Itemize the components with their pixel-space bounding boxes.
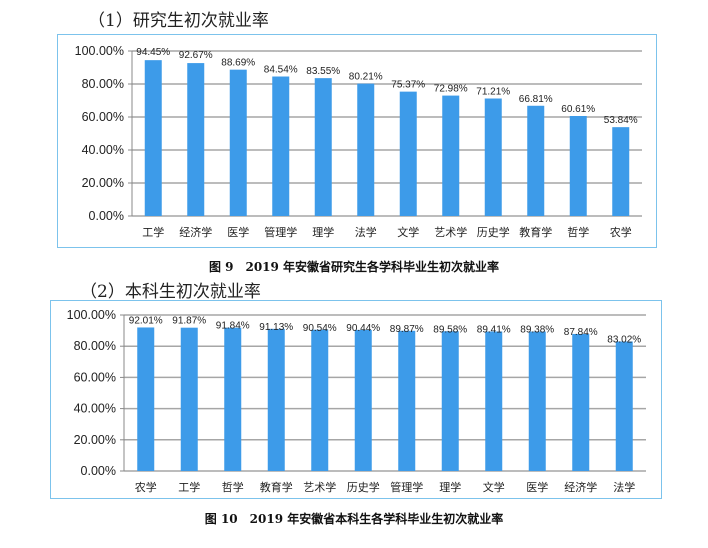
y-tick-label: 80.00% [82,77,124,91]
bar [485,331,503,471]
bar [527,105,545,216]
x-tick-label: 经济学 [179,225,212,239]
chart-graduate: 0.00% 20.00% 40.00% 60.00% 80.00% 100.00% 94.4… [75,44,642,239]
data-label: 91.87% [172,316,206,327]
bar [144,60,162,216]
data-label: 89.38% [520,325,554,336]
data-label: 94.45% [136,47,170,58]
bar [528,331,546,471]
x-tick-label: 历史学 [477,225,510,239]
bar [224,327,242,471]
x-tick-label: 理学 [439,480,461,494]
x-tick-label: 医学 [227,225,249,239]
x-tick-label: 医学 [526,480,548,494]
chart-undergraduate: 0.00% 20.00% 40.00% 60.00% 80.00% 100.00% 92.0… [67,308,646,494]
data-label: 53.84% [604,115,638,126]
chart-frame-undergraduate: 0.00% 20.00% 40.00% 60.00% 80.00% 100.00% 92.0… [50,300,662,499]
section-heading-graduate: （1）研究生初次就业率 [88,11,269,31]
bar [314,78,332,216]
bar [442,95,460,216]
data-label: 87.84% [564,327,598,338]
bar [311,329,329,471]
data-label: 72.98% [434,84,468,95]
data-label: 90.44% [346,323,380,334]
x-tick-label: 工学 [142,225,164,239]
bar [615,341,633,471]
bar [441,331,459,471]
data-label: 91.13% [259,322,293,333]
data-label: 66.81% [519,94,553,105]
x-tick-label: 农学 [135,480,157,494]
x-tick-label: 农学 [610,225,632,239]
data-label: 80.21% [349,72,383,83]
x-tick-label: 工学 [178,480,200,494]
bar [272,76,290,216]
y-tick-label: 60.00% [82,110,124,124]
data-label: 75.37% [391,80,425,91]
bar [398,330,416,471]
x-tick-label: 艺术学 [303,480,336,494]
x-tick-label: 管理学 [264,225,297,239]
bar [612,127,630,216]
x-tick-label: 法学 [355,225,377,239]
x-tick-label: 理学 [312,225,334,239]
y-tick-label: 100.00% [75,44,124,58]
data-label: 88.69% [221,58,255,69]
y-tick-label: 40.00% [82,143,124,157]
x-tick-label: 经济学 [564,480,597,494]
data-label: 83.02% [607,334,641,345]
y-tick-label: 60.00% [74,370,116,384]
y-tick-label: 0.00% [89,209,124,223]
chart-frame-graduate: 0.00% 20.00% 40.00% 60.00% 80.00% 100.00% 94.4… [57,34,657,248]
x-tick-label: 法学 [613,480,635,494]
x-tick-label: 管理学 [390,480,423,494]
x-tick-label: 文学 [483,480,505,494]
data-label: 91.84% [216,321,250,332]
figure-caption-10: 图 10 2019 年安徽省本科生各学科毕业生初次就业率 [204,512,504,526]
data-label: 92.67% [179,50,213,61]
section-heading-undergraduate: （2）本科生初次就业率 [80,282,261,302]
bar [399,91,417,216]
data-label: 89.41% [477,325,511,336]
data-label: 89.58% [433,324,467,335]
data-label: 92.01% [129,315,163,326]
bar [137,327,155,471]
bar [267,328,285,471]
data-label: 71.21% [476,87,510,98]
x-tick-label: 教育学 [519,225,552,239]
bar [187,63,205,216]
data-label: 89.87% [390,324,424,335]
figure-caption-9: 图 9 2019 年安徽省研究生各学科毕业生初次就业率 [208,260,500,274]
y-tick-label: 20.00% [74,433,116,447]
y-tick-label: 100.00% [67,308,116,322]
bar [572,333,590,471]
x-tick-label: 文学 [397,225,419,239]
bar [180,327,198,471]
y-tick-label: 40.00% [74,402,116,416]
y-tick-label: 20.00% [82,176,124,190]
x-tick-label: 哲学 [567,225,589,239]
bar [229,69,247,216]
bar [357,83,375,216]
data-label: 84.54% [264,65,298,76]
bar [569,115,587,216]
y-tick-label: 0.00% [81,464,116,478]
y-tick-label: 80.00% [74,339,116,353]
bar [354,329,372,471]
x-tick-label: 艺术学 [434,225,467,239]
x-tick-label: 历史学 [347,480,380,494]
x-tick-label: 哲学 [222,480,244,494]
bar [484,98,502,216]
data-label: 60.61% [561,104,595,115]
data-label: 83.55% [306,66,340,77]
data-label: 90.54% [303,323,337,334]
x-tick-label: 教育学 [260,480,293,494]
